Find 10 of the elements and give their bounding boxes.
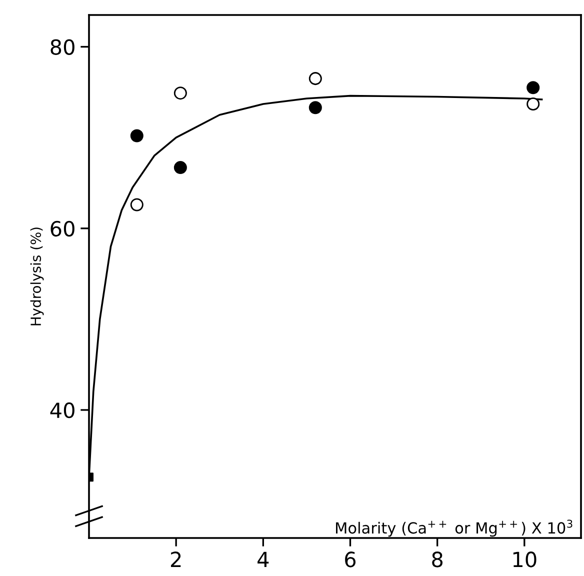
y-tick-label: 40 xyxy=(50,402,74,418)
y-tick-label: 80 xyxy=(50,39,74,55)
x-tick-label: 4 xyxy=(258,552,269,568)
y-axis-title: Hydrolysis (%) xyxy=(30,228,44,326)
x-tick-label: 8 xyxy=(432,552,443,568)
x-tick-label: 2 xyxy=(170,552,181,568)
x-axis-title: Molarity (Ca$^{++}$ or Mg$^{++}$) X 10$^{3}$ xyxy=(336,520,572,537)
y-tick-label: 60 xyxy=(50,220,74,237)
x-tick-label: 6 xyxy=(345,552,356,568)
x-tick-label: 10 xyxy=(513,552,536,568)
